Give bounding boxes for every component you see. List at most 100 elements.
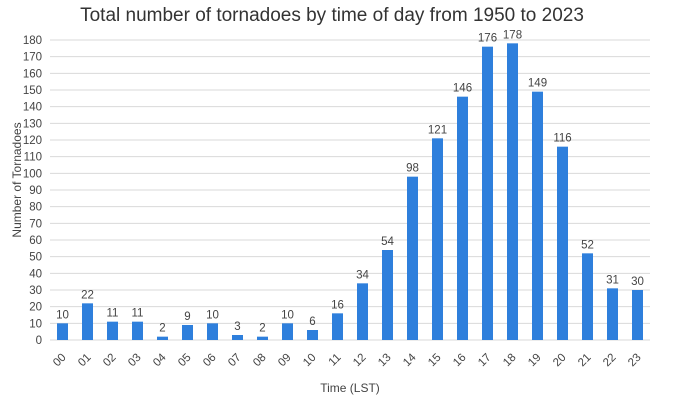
data-label-23: 30 <box>631 276 644 288</box>
data-label-01: 22 <box>81 289 94 301</box>
x-tick-label-06: 06 <box>201 352 219 370</box>
bar-01 <box>82 303 93 340</box>
data-label-03: 11 <box>132 308 144 320</box>
bar-13 <box>382 250 393 340</box>
y-tick-label: 180 <box>23 35 42 47</box>
data-label-22: 31 <box>606 274 619 286</box>
bar-20 <box>557 146 568 340</box>
y-tick-label: 50 <box>29 252 42 264</box>
bar-16 <box>457 96 468 341</box>
bar-04 <box>157 336 168 340</box>
bars <box>57 43 643 341</box>
data-label-02: 11 <box>107 308 119 320</box>
y-tick-label: 0 <box>36 335 42 347</box>
y-tick-label: 70 <box>29 218 42 230</box>
x-tick-label-15: 15 <box>426 352 444 370</box>
y-tick-label: 110 <box>24 152 42 164</box>
data-label-04: 2 <box>159 323 165 335</box>
x-tick-label-09: 09 <box>276 352 294 370</box>
bar-14 <box>407 176 418 340</box>
y-axis-label: Number of Tornadoes <box>10 122 24 237</box>
bar-22 <box>607 288 618 340</box>
x-tick-label-11: 11 <box>327 352 344 369</box>
x-tick-label-12: 12 <box>351 352 369 370</box>
x-tick-label-07: 07 <box>226 352 244 370</box>
data-label-12: 34 <box>356 269 369 281</box>
y-tick-label: 80 <box>29 202 42 214</box>
y-tick-label: 170 <box>23 52 42 64</box>
bar-02 <box>107 321 118 340</box>
x-tick-label-01: 01 <box>76 352 94 370</box>
x-tick-label-04: 04 <box>151 351 169 369</box>
data-label-19: 149 <box>528 78 547 90</box>
bar-03 <box>132 321 143 340</box>
data-label-09: 10 <box>281 309 294 321</box>
x-tick-label-21: 21 <box>576 352 594 370</box>
x-tick-label-22: 22 <box>601 352 619 370</box>
y-tick-label: 120 <box>23 135 42 147</box>
bar-05 <box>182 325 193 340</box>
x-tick-label-19: 19 <box>526 352 544 370</box>
data-label-16: 146 <box>453 83 472 95</box>
y-tick-label: 130 <box>23 118 42 130</box>
bar-19 <box>532 91 543 341</box>
x-tick-label-23: 23 <box>626 352 644 370</box>
y-tick-label: 40 <box>29 268 42 280</box>
y-tick-label: 10 <box>29 318 42 330</box>
chart-title: Total number of tornadoes by time of day… <box>80 5 584 26</box>
data-label-11: 16 <box>331 299 344 311</box>
data-label-08: 2 <box>259 323 265 335</box>
gridlines <box>50 39 650 341</box>
data-label-21: 52 <box>581 239 594 251</box>
bar-15 <box>432 138 443 340</box>
data-label-06: 10 <box>206 309 219 321</box>
data-label-18: 178 <box>503 29 522 41</box>
x-tick-label-03: 03 <box>126 352 144 370</box>
bar-11 <box>332 313 343 340</box>
bar-17 <box>482 46 493 341</box>
bar-21 <box>582 253 593 340</box>
bar-09 <box>282 323 293 340</box>
y-tick-label: 90 <box>29 185 42 197</box>
data-label-10: 6 <box>309 316 315 328</box>
y-axis-ticks: 0 10 20 30 40 50 60 70 80 90 100 110 120 130 140 150 160… <box>23 35 42 347</box>
x-tick-label-16: 16 <box>451 352 469 370</box>
data-label-14: 98 <box>406 163 419 175</box>
bar-07 <box>232 335 243 340</box>
data-label-15: 121 <box>428 124 447 136</box>
x-tick-label-14: 14 <box>401 351 419 369</box>
bar-06 <box>207 323 218 340</box>
y-tick-label: 150 <box>23 85 42 97</box>
bar-08 <box>257 336 268 340</box>
x-tick-label-10: 10 <box>301 352 319 370</box>
data-label-20: 116 <box>553 133 571 145</box>
data-label-00: 10 <box>56 309 69 321</box>
y-tick-label: 140 <box>23 102 42 114</box>
x-tick-label-20: 20 <box>551 352 569 370</box>
y-tick-label: 160 <box>23 68 42 80</box>
x-tick-label-02: 02 <box>101 352 119 370</box>
y-tick-label: 60 <box>29 235 42 247</box>
x-axis-label: Time (LST) <box>320 381 380 395</box>
y-tick-label: 30 <box>29 285 42 297</box>
x-tick-label-08: 08 <box>251 352 269 370</box>
x-tick-label-00: 00 <box>51 352 69 370</box>
data-label-17: 176 <box>478 33 497 45</box>
bar-12 <box>357 283 368 340</box>
x-tick-label-05: 05 <box>176 352 194 370</box>
data-label-13: 54 <box>381 236 394 248</box>
data-label-05: 9 <box>184 311 190 323</box>
bar-00 <box>57 323 68 340</box>
bar-10 <box>307 330 318 340</box>
data-label-07: 3 <box>234 321 240 333</box>
x-tick-label-17: 17 <box>476 352 494 370</box>
x-tick-label-13: 13 <box>376 352 394 370</box>
data-labels: 10 22 11 11 2 9 10 3 2 10 6 16 34 54 98 121 146 176 178 149… <box>56 29 644 334</box>
bar-18 <box>507 43 518 340</box>
bar-23 <box>632 290 643 340</box>
y-tick-label: 100 <box>23 168 42 180</box>
y-tick-label: 20 <box>29 302 42 314</box>
x-tick-label-18: 18 <box>501 352 519 370</box>
x-axis-ticks: 00 01 02 03 04 05 06 07 08 09 10 11 12 13 14 15 16 17 18 19… <box>51 351 644 369</box>
